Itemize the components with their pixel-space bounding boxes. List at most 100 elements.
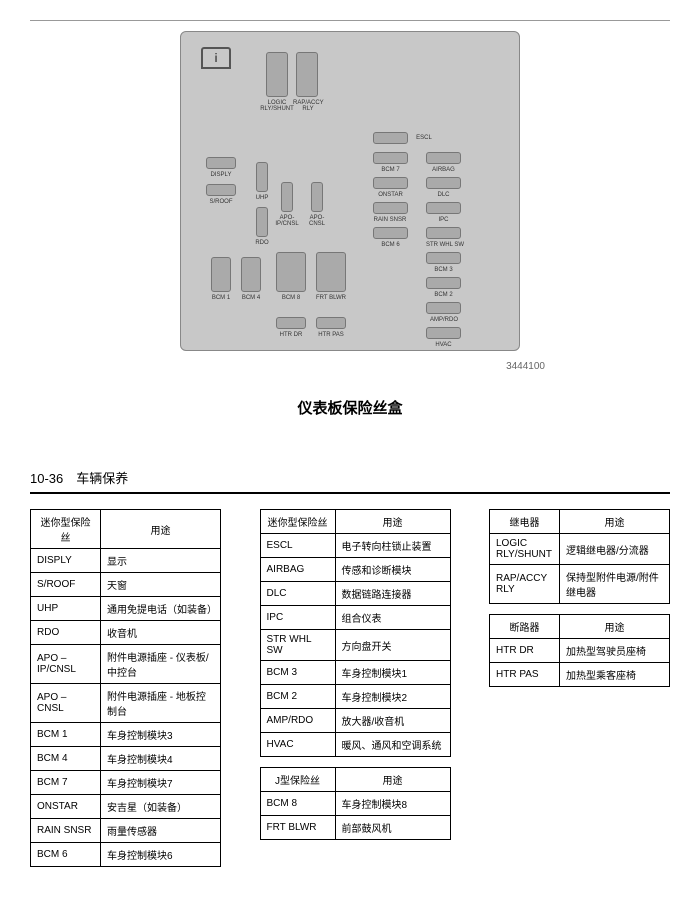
table-cell: 附件电源插座 - 仪表板/中控台 (101, 645, 221, 684)
breaker-table: 断路器 用途 HTR DR加热型驾驶员座椅HTR PAS加热型乘客座椅 (489, 614, 670, 687)
section-header: 10-36 车辆保养 (30, 468, 670, 487)
table-cell: 附件电源插座 - 地板控制台 (101, 684, 221, 723)
table-row: HTR PAS加热型乘客座椅 (490, 663, 670, 687)
table-cell: 车身控制模块6 (101, 843, 221, 867)
fuse-label: APO-IP/CNSL (271, 215, 303, 227)
fuse-block (256, 207, 268, 237)
table-cell: STR WHL SW (260, 630, 335, 661)
manual-icon (201, 47, 231, 69)
table-cell: IPC (260, 606, 335, 630)
table-row: BCM 6车身控制模块6 (31, 843, 221, 867)
fuse-label: S/ROOF (206, 199, 236, 205)
table-row: HTR DR加热型驾驶员座椅 (490, 639, 670, 663)
fuse-label: FRT BLWR (311, 295, 351, 301)
table-cell: 数据链路连接器 (335, 582, 450, 606)
fuse-block (373, 132, 408, 144)
fuse-block (426, 202, 461, 214)
fuse-block (426, 227, 461, 239)
table-row: BCM 2车身控制模块2 (260, 685, 450, 709)
table-cell: 逻辑继电器/分流器 (560, 534, 670, 565)
table-row: APO – IP/CNSL附件电源插座 - 仪表板/中控台 (31, 645, 221, 684)
fuse-label: STR WHL SW (421, 242, 469, 248)
fuse-block (373, 152, 408, 164)
table-cell: 传感和诊断模块 (335, 558, 450, 582)
table-row: IPC组合仪表 (260, 606, 450, 630)
table-cell: 电子转向柱锁止装置 (335, 534, 450, 558)
fuse-block (281, 182, 293, 212)
fuse-block (296, 52, 318, 97)
table-row: ESCL电子转向柱锁止装置 (260, 534, 450, 558)
table-row: UHP通用免提电话（如装备） (31, 597, 221, 621)
table-cell: FRT BLWR (260, 816, 335, 840)
fuse-block (426, 252, 461, 264)
fuse-block (426, 302, 461, 314)
table-header: 用途 (560, 615, 670, 639)
fuse-label: HVAC (426, 342, 461, 348)
fuse-label: DISPLY (206, 172, 236, 178)
fuse-block (316, 252, 346, 292)
table-row: DISPLY显示 (31, 549, 221, 573)
table-cell: APO – CNSL (31, 684, 101, 723)
table-row: BCM 8车身控制模块8 (260, 792, 450, 816)
table-row: RAP/ACCY RLY保持型附件电源/附件继电器 (490, 565, 670, 604)
table-row: BCM 7车身控制模块7 (31, 771, 221, 795)
table-row: AMP/RDO放大器/收音机 (260, 709, 450, 733)
tables-container: 迷你型保险丝 用途 DISPLY显示S/ROOF天窗UHP通用免提电话（如装备）… (30, 509, 670, 867)
fuse-label: BCM 6 (373, 242, 408, 248)
table-cell: BCM 4 (31, 747, 101, 771)
table-cell: 雨量传感器 (101, 819, 221, 843)
fuse-block (266, 52, 288, 97)
table-row: BCM 3车身控制模块1 (260, 661, 450, 685)
table-cell: 收音机 (101, 621, 221, 645)
table-cell: 安吉星（如装备） (101, 795, 221, 819)
fuse-label: HTR DR (276, 332, 306, 338)
fuse-block (276, 252, 306, 292)
table-row: RAIN SNSR雨量传感器 (31, 819, 221, 843)
relay-table: 继电器 用途 LOGIC RLY/SHUNT逻辑继电器/分流器RAP/ACCY … (489, 509, 670, 604)
fuse-label: BCM 2 (426, 292, 461, 298)
table-cell: RAP/ACCY RLY (490, 565, 560, 604)
table-cell: BCM 3 (260, 661, 335, 685)
fuse-block (373, 202, 408, 214)
fuse-label: BCM 7 (373, 167, 408, 173)
table-cell: 放大器/收音机 (335, 709, 450, 733)
table-cell: BCM 1 (31, 723, 101, 747)
mini-fuse-table-2: 迷你型保险丝 用途 ESCL电子转向柱锁止装置AIRBAG传感和诊断模块DLC数… (260, 509, 451, 757)
table-cell: BCM 6 (31, 843, 101, 867)
table-row: LOGIC RLY/SHUNT逻辑继电器/分流器 (490, 534, 670, 565)
fuse-label: RAP/ACCY RLY (293, 100, 323, 112)
table-cell: UHP (31, 597, 101, 621)
table-row: BCM 4车身控制模块4 (31, 747, 221, 771)
table-row: RDO收音机 (31, 621, 221, 645)
fuse-block (426, 177, 461, 189)
table-header: 用途 (335, 510, 450, 534)
table-cell: 车身控制模块3 (101, 723, 221, 747)
fuse-block (311, 182, 323, 212)
fuse-block (426, 277, 461, 289)
table-cell: 保持型附件电源/附件继电器 (560, 565, 670, 604)
table-cell: BCM 7 (31, 771, 101, 795)
fuse-label: HTR PAS (313, 332, 349, 338)
table-cell: 天窗 (101, 573, 221, 597)
fuse-label: RDO (251, 240, 273, 246)
table-cell: AMP/RDO (260, 709, 335, 733)
table-cell: 显示 (101, 549, 221, 573)
table-header: 用途 (560, 510, 670, 534)
fuse-label: AIRBAG (426, 167, 461, 173)
table-header: 用途 (101, 510, 221, 549)
fuse-label: RAIN SNSR (369, 217, 411, 223)
fuse-label: IPC (426, 217, 461, 223)
fuse-block (256, 162, 268, 192)
table-cell: LOGIC RLY/SHUNT (490, 534, 560, 565)
fusebox-diagram: LOGIC RLY/SHUNTRAP/ACCY RLYDISPLYS/ROOFU… (180, 31, 520, 351)
fuse-label: ONSTAR (373, 192, 408, 198)
fuse-label: AMP/RDO (424, 317, 464, 323)
fuse-block (426, 152, 461, 164)
table-cell: S/ROOF (31, 573, 101, 597)
table-row: STR WHL SW方向盘开关 (260, 630, 450, 661)
table-cell: 车身控制模块2 (335, 685, 450, 709)
table-cell: 车身控制模块7 (101, 771, 221, 795)
fuse-label: BCM 1 (206, 295, 236, 301)
table-cell: 加热型乘客座椅 (560, 663, 670, 687)
table-header: 迷你型保险丝 (31, 510, 101, 549)
